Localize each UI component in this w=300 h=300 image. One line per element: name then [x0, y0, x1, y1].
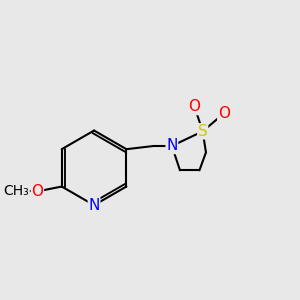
Text: O: O: [189, 100, 201, 115]
Text: O: O: [32, 184, 44, 199]
Text: N: N: [166, 138, 178, 153]
Text: O: O: [218, 106, 230, 121]
Text: N: N: [88, 198, 100, 213]
Text: S: S: [198, 124, 208, 139]
Text: CH₃: CH₃: [3, 184, 29, 198]
